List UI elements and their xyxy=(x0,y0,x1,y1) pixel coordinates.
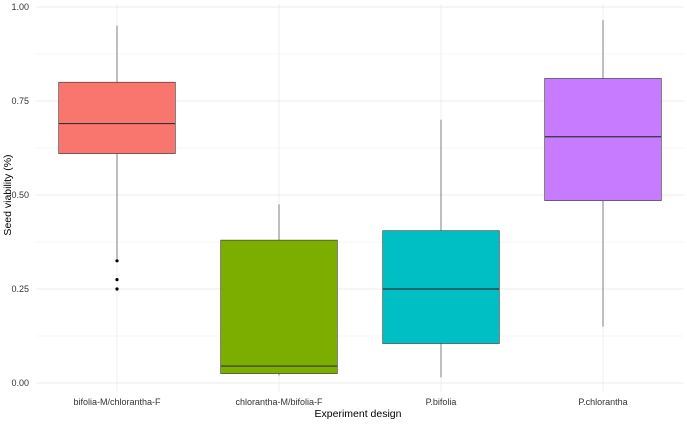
x-tick-label: bifolia-M/chlorantha-F xyxy=(73,397,161,407)
iqr-box xyxy=(58,81,176,154)
box-3 xyxy=(544,20,662,327)
iqr-box xyxy=(220,239,338,374)
y-tick-labels: 0.00 0.25 0.50 0.75 1.00 xyxy=(11,2,29,388)
y-tick-label: 0.75 xyxy=(11,96,29,106)
x-tick-labels: bifolia-M/chlorantha-F chlorantha-M/bifol… xyxy=(73,397,627,407)
iqr-box xyxy=(382,230,500,344)
box-1 xyxy=(220,204,338,376)
y-axis-title: Seed viability (%) xyxy=(2,154,14,235)
x-tick-label: chlorantha-M/bifolia-F xyxy=(235,397,323,407)
y-tick-label: 0.50 xyxy=(11,190,29,200)
x-tick-label: P.chlorantha xyxy=(578,397,627,407)
x-tick-label: P.bifolia xyxy=(426,397,457,407)
box-0 xyxy=(58,25,176,291)
x-axis-title: Experiment design xyxy=(315,408,402,420)
box-2 xyxy=(382,119,500,378)
y-tick-label: 1.00 xyxy=(11,2,29,12)
outlier-point xyxy=(115,287,119,291)
outlier-point xyxy=(115,259,119,263)
boxes-layer xyxy=(58,20,662,378)
outlier-point xyxy=(115,278,119,282)
y-tick-label: 0.00 xyxy=(11,378,29,388)
y-tick-label: 0.25 xyxy=(11,284,29,294)
iqr-box xyxy=(544,78,662,201)
